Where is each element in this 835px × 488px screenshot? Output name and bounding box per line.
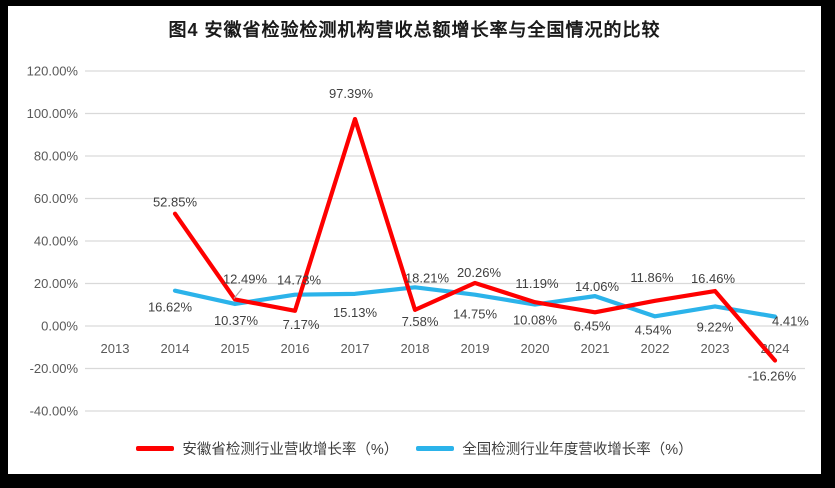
legend-label-anhui: 安徽省检测行业营收增长率（%） [182, 442, 399, 458]
x-axis-tick-label: 2021 [581, 341, 610, 356]
data-label: 16.62% [148, 300, 193, 315]
data-label: 10.08% [513, 313, 558, 328]
data-label: 7.58% [402, 314, 439, 329]
data-label: 14.75% [453, 307, 498, 322]
data-label: 6.45% [574, 318, 611, 333]
data-label: 7.17% [283, 317, 320, 332]
x-axis-tick-label: 2017 [341, 341, 370, 356]
data-label: 10.37% [214, 313, 259, 328]
x-axis-tick-label: 2013 [101, 341, 130, 356]
legend-line-swatch-national [416, 446, 455, 451]
y-axis-tick-label: 40.00% [34, 234, 79, 249]
x-axis-tick-label: 2016 [281, 341, 310, 356]
line-chart-plot: 120.00% 100.00% 80.00% 60.00% 40.00% 20.00% 0.… [27, 64, 810, 419]
series-line-0 [172, 116, 778, 363]
y-axis-tick-label: 0.00% [41, 319, 78, 334]
data-label-leader-line [233, 288, 243, 299]
data-label: 14.73% [277, 273, 322, 288]
y-axis-tick-label: 20.00% [34, 276, 79, 291]
x-axis-tick-label: 2022 [641, 341, 670, 356]
legend-item-anhui: 安徽省检测行业营收增长率（%） [136, 438, 398, 459]
x-axis-tick-label: 2018 [401, 341, 430, 356]
data-label: 11.86% [630, 270, 674, 285]
data-label: 12.49% [223, 271, 268, 286]
data-label: 20.26% [457, 265, 502, 280]
data-label: 4.54% [635, 322, 672, 337]
y-axis-tick-label: 80.00% [34, 149, 79, 164]
series-line-1 [172, 285, 778, 319]
data-label: 11.19% [515, 276, 559, 291]
chart-area: 图4 安徽省检验检测机构营收总额增长率与全国情况的比较 120.00% 100.0… [8, 6, 821, 474]
y-axis-tick-label: 100.00% [27, 106, 79, 121]
y-axis-tick-label: -40.00% [30, 404, 79, 419]
data-label: 16.46% [691, 271, 736, 286]
legend-item-national: 全国检测行业年度营收增长率（%） [416, 438, 693, 459]
x-axis-tick-label: 2014 [161, 341, 190, 356]
chart-title: 图4 安徽省检验检测机构营收总额增长率与全国情况的比较 [168, 20, 661, 40]
data-label: 4.41% [772, 314, 809, 329]
legend-line-swatch-anhui [136, 446, 175, 451]
data-label: 14.06% [575, 279, 620, 294]
x-axis-tick-label: 2020 [521, 341, 550, 356]
data-label: -16.26% [748, 369, 797, 384]
data-label: 18.21% [405, 270, 450, 285]
y-axis-tick-label: 60.00% [34, 191, 79, 206]
y-axis-tick-label: 120.00% [27, 64, 79, 79]
data-label: 97.39% [329, 86, 374, 101]
x-axis-tick-label: 2019 [461, 341, 490, 356]
x-axis-tick-label: 2015 [221, 341, 250, 356]
data-label: 52.85% [153, 195, 198, 210]
y-axis-tick-label: -20.00% [30, 361, 79, 376]
legend-label-national: 全国检测行业年度营收增长率（%） [462, 442, 693, 458]
data-label: 9.22% [697, 319, 734, 334]
legend: 安徽省检测行业营收增长率（%） 全国检测行业年度营收增长率（%） [8, 438, 821, 459]
x-axis-tick-label: 2023 [701, 341, 730, 356]
data-label: 15.13% [333, 305, 378, 320]
